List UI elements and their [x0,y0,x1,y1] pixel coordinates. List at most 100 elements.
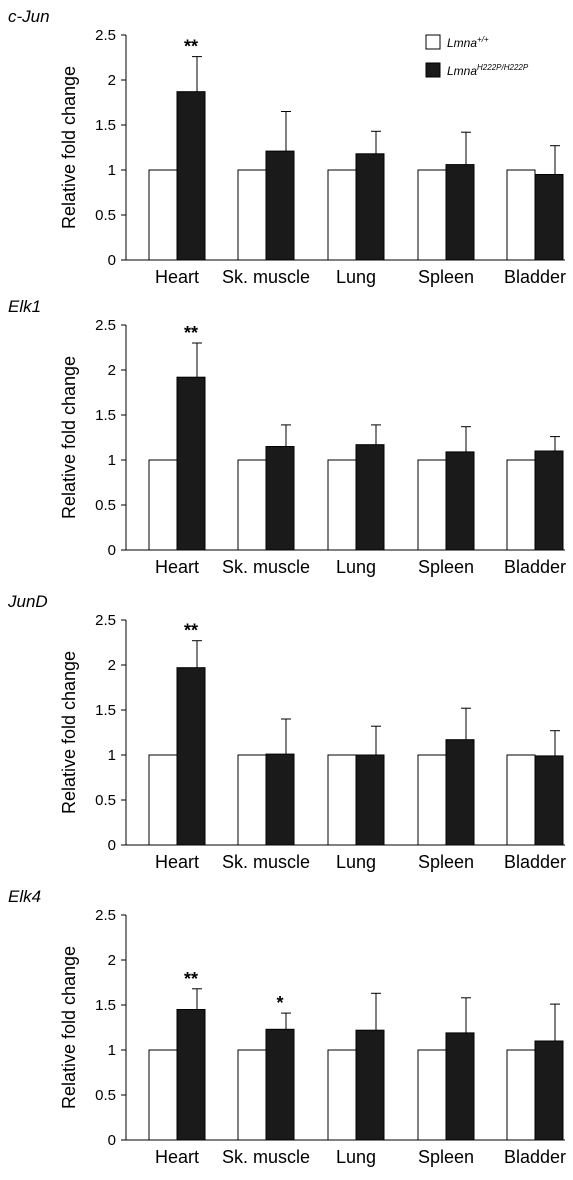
y-tick-label: 0.5 [95,497,116,514]
y-tick-label: 1 [108,452,116,469]
bar-mutant-bladder [534,755,564,846]
category-label-spleen: Spleen [418,557,474,577]
bar-wildtype-bladder [506,459,536,551]
bar-wildtype-spleen [417,1049,447,1141]
y-axis-label: Relative fold change [59,651,79,814]
y-tick-label: 1.5 [95,117,116,134]
category-label-lung: Lung [336,557,376,577]
y-tick-label: 2 [108,657,116,674]
bar-wildtype-bladder [506,1049,536,1141]
bar-mutant-lung [355,153,385,261]
bar-mutant-spleen [445,1032,475,1141]
bar-wildtype-bladder [506,169,536,261]
bar-wildtype-bladder [506,754,536,846]
bar-wildtype-lung [327,459,357,551]
bar-wildtype-lung [327,1049,357,1141]
category-label-spleen: Spleen [418,267,474,287]
y-tick-label: 1.5 [95,997,116,1014]
y-tick-label: 1 [108,747,116,764]
y-tick-label: 2 [108,952,116,969]
y-tick-label: 1.5 [95,407,116,424]
bar-wildtype-sk-muscle [237,459,267,551]
bar-wildtype-spleen [417,169,447,261]
y-tick-label: 2.5 [95,612,116,629]
category-label-spleen: Spleen [418,1147,474,1167]
y-tick-label: 0.5 [95,1087,116,1104]
legend-label-mutant: LmnaH222P/H222P [447,63,529,78]
category-label-bladder: Bladder [504,557,566,577]
y-tick-label: 1 [108,1042,116,1059]
y-tick-label: 2.5 [95,27,116,44]
bar-mutant-sk-muscle [265,1028,295,1141]
category-label-sk-muscle: Sk. muscle [222,267,310,287]
bar-wildtype-spleen [417,754,447,846]
bar-wildtype-heart [148,1049,178,1141]
bar-mutant-lung [355,754,385,846]
y-tick-label: 1 [108,162,116,179]
bar-wildtype-heart [148,459,178,551]
y-tick-label: 1.5 [95,702,116,719]
y-tick-label: 0 [108,837,116,854]
bar-mutant-spleen [445,164,475,261]
legend-swatch-wildtype [425,34,441,50]
panel-elk1: Elk1 Relative fold change 0 0.5 1 1.5 2 2.5 ** He… [8,297,566,577]
y-tick-label: 2.5 [95,317,116,334]
panel-cjun: c-Jun Relative fold change 0 0.5 1 1.5 2 2.5 ** H… [8,7,566,287]
category-label-heart: Heart [155,1147,199,1167]
significance-marker-heart: ** [184,37,198,57]
bar-wildtype-heart [148,169,178,261]
y-tick-label: 0 [108,542,116,559]
bar-mutant-bladder [534,450,564,551]
significance-marker-heart: ** [184,323,198,343]
category-label-heart: Heart [155,557,199,577]
y-axis-label: Relative fold change [59,66,79,229]
category-label-sk-muscle: Sk. muscle [222,557,310,577]
significance-marker-heart: ** [184,969,198,989]
category-label-sk-muscle: Sk. muscle [222,1147,310,1167]
bar-wildtype-lung [327,754,357,846]
y-tick-label: 2.5 [95,907,116,924]
category-label-bladder: Bladder [504,852,566,872]
bar-wildtype-lung [327,169,357,261]
category-label-lung: Lung [336,267,376,287]
bar-wildtype-heart [148,754,178,846]
bar-mutant-heart [176,1009,206,1141]
bar-mutant-sk-muscle [265,446,295,551]
category-label-spleen: Spleen [418,852,474,872]
bar-wildtype-sk-muscle [237,754,267,846]
category-label-lung: Lung [336,852,376,872]
bar-mutant-spleen [445,451,475,551]
significance-marker-heart: ** [184,621,198,641]
y-tick-label: 0.5 [95,207,116,224]
bar-mutant-lung [355,1029,385,1141]
category-label-heart: Heart [155,852,199,872]
y-tick-label: 0.5 [95,792,116,809]
panel-title-jund: JunD [7,592,48,611]
category-label-bladder: Bladder [504,1147,566,1167]
panel-elk4: Elk4 Relative fold change 0 0.5 1 1.5 2 2.5 ** He… [8,887,566,1167]
y-tick-label: 0 [108,252,116,269]
bar-mutant-heart [176,91,206,261]
y-axis-label: Relative fold change [59,356,79,519]
bar-mutant-bladder [534,174,564,261]
y-tick-label: 2 [108,72,116,89]
panel-jund: JunD Relative fold change 0 0.5 1 1.5 2 2.5 ** He… [7,592,566,872]
category-label-lung: Lung [336,1147,376,1167]
bar-wildtype-sk-muscle [237,169,267,261]
panel-title-elk1: Elk1 [8,297,41,316]
legend: Lmna+/+ LmnaH222P/H222P [425,34,529,78]
category-label-sk-muscle: Sk. muscle [222,852,310,872]
y-tick-label: 0 [108,1132,116,1149]
bar-mutant-sk-muscle [265,753,295,846]
bar-mutant-spleen [445,739,475,846]
bar-mutant-heart [176,376,206,551]
bar-mutant-heart [176,667,206,846]
significance-marker-sk-muscle: * [276,993,283,1013]
panel-title-cjun: c-Jun [8,7,50,26]
category-label-heart: Heart [155,267,199,287]
bar-mutant-bladder [534,1040,564,1141]
bar-mutant-sk-muscle [265,150,295,261]
category-label-bladder: Bladder [504,267,566,287]
legend-label-wildtype: Lmna+/+ [447,35,489,50]
